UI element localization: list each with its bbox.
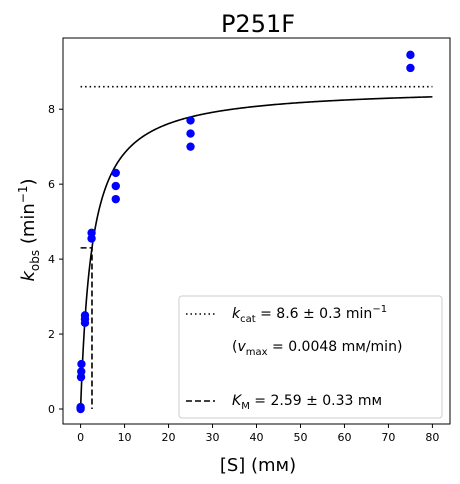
legend-entry-1: kcat = 8.6 ± 0.3 min−1 [232,304,387,325]
x-tick-label: 80 [425,431,439,444]
x-axis-ticks: 0 10 20 30 40 50 60 70 80 [77,424,439,444]
y-axis-label: kobs (min−1) [16,178,42,281]
y-tick-label: 4 [48,253,55,266]
data-point [406,63,415,73]
data-point [77,367,86,376]
data-point [76,402,85,412]
fit-curve [79,96,433,410]
x-axis-label: [S] (mм) [220,455,296,476]
y-tick-label: 2 [48,328,55,341]
data-points [76,50,415,414]
x-tick-label: 50 [293,431,307,444]
y-tick-label: 6 [48,178,55,191]
x-tick-label: 70 [381,431,395,444]
data-point [80,311,90,320]
legend-entry-2: (vmax = 0.0048 mм/min) [232,339,402,358]
x-tick-label: 60 [337,431,351,444]
reference-lines [79,85,433,410]
data-point [406,50,415,60]
data-point [77,359,86,369]
data-point [111,168,120,178]
data-point [186,142,195,151]
x-tick-label: 30 [206,431,220,444]
x-tick-label: 20 [162,431,176,444]
data-point [186,129,195,138]
x-tick-label: 0 [77,431,84,444]
chart-title: P251F [221,10,295,38]
x-tick-label: 10 [118,431,132,444]
x-tick-label: 40 [250,431,264,444]
y-tick-label: 8 [48,103,55,116]
data-point [87,228,96,238]
legend: kcat = 8.6 ± 0.3 min−1 (vmax = 0.0048 mм/… [178,295,443,419]
data-point [111,194,120,204]
legend-box [178,295,443,419]
y-axis-ticks: 0 2 4 6 8 [48,103,63,416]
y-tick-label: 0 [48,403,55,416]
data-point [186,116,195,125]
data-point [111,181,120,191]
legend-entry-3: KM = 2.59 ± 0.33 mм [232,393,382,412]
